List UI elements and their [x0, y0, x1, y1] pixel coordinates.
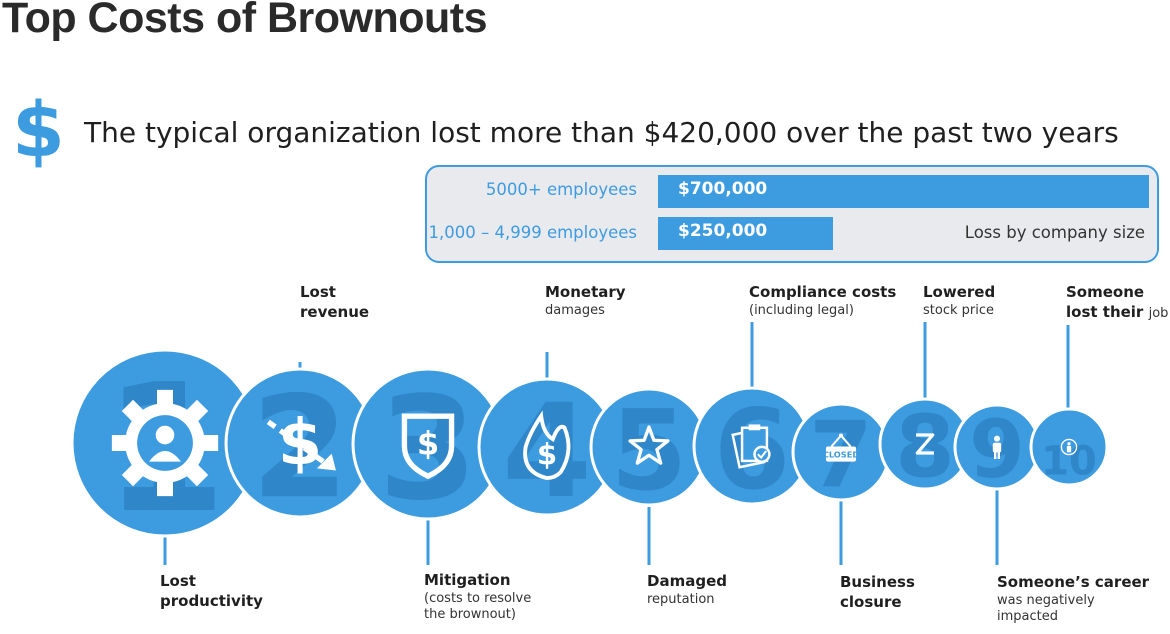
panel-note: Loss by company size: [964, 223, 1145, 242]
cost-label-9: Someone’s career was negatively impacted: [997, 573, 1149, 626]
cost-9-sub2: impacted: [997, 609, 1058, 625]
rank-number-3: 3: [378, 366, 477, 532]
cost-2-title: Lost: [300, 283, 336, 301]
cost-circle-10: 10: [1029, 407, 1109, 487]
cost-7-title: Business: [840, 573, 915, 591]
cost-circle-9: 9: [953, 403, 1041, 496]
cost-circle-3: 3$: [351, 366, 505, 532]
rank-number-4: 4: [502, 377, 592, 527]
cost-label-6: Compliance costs (including legal): [749, 283, 896, 319]
bar-label-5000: 5000+ employees: [485, 180, 637, 199]
cost-label-5: Damaged reputation: [647, 572, 727, 608]
person-circle-icon: [1060, 438, 1078, 456]
dollar-shield-icon: $: [401, 413, 455, 480]
cost-7-title2: closure: [840, 592, 902, 611]
cost-1-title: Lost: [160, 572, 196, 590]
cost-8-sub: stock price: [923, 302, 994, 318]
cost-circle-2: 2$: [224, 366, 376, 530]
cost-10-title2: lost their: [1066, 302, 1144, 321]
page-title: Top Costs of Brownouts: [2, 0, 488, 42]
cost-10-inline-sub: job: [1148, 305, 1169, 321]
cost-circle-5: 5: [589, 387, 709, 515]
cost-3-sub2: the brownout): [424, 607, 516, 623]
cost-2-title2: revenue: [300, 302, 370, 321]
gear-person-icon: [111, 389, 219, 497]
cost-9-title: Someone’s career: [997, 573, 1150, 591]
rank-number-5: 5: [611, 387, 688, 515]
cost-circle-4: 4$: [477, 377, 617, 527]
cost-8-title: Lowered: [923, 283, 996, 301]
cost-label-3: Mitigation (costs to resolve the brownou…: [424, 571, 531, 624]
bar-value-5000: $700,000: [678, 179, 768, 199]
rank-number-2: 2: [251, 366, 349, 530]
star-icon: [628, 425, 670, 465]
cost-3-sub: (costs to resolve: [424, 590, 532, 606]
cost-10-title: Someone: [1066, 283, 1145, 301]
bar-value-1000: $250,000: [678, 221, 768, 241]
cost-circle-6: 6: [692, 386, 812, 514]
cost-circle-7: 7CLOSED: [791, 402, 891, 509]
documents-check-icon: [731, 424, 771, 469]
cost-label-2: Lost revenue: [300, 283, 369, 322]
svg-text:$: $: [417, 425, 439, 463]
loss-by-size-panel: 5000+ employees $700,000 1,000 – 4,999 e…: [425, 165, 1159, 263]
cost-4-sub: damages: [545, 302, 605, 318]
svg-text:$: $: [537, 437, 557, 471]
cost-circle-1: 1: [70, 346, 260, 552]
bar-5000: $700,000: [658, 175, 1149, 208]
cost-label-8: Lowered stock price: [923, 283, 995, 319]
bar-1000: $250,000: [658, 217, 833, 250]
cost-1-title2: productivity: [160, 591, 263, 610]
person-icon: [992, 435, 1002, 459]
cost-4-title: Monetary: [545, 283, 626, 301]
headline-text: The typical organization lost more than …: [84, 116, 1119, 149]
stock-down-icon: [915, 433, 935, 455]
cost-label-1: Lost productivity: [160, 572, 263, 611]
rank-number-8: 8: [895, 398, 955, 497]
dollar-flame-icon: $: [523, 410, 571, 481]
cost-label-4: Monetary damages: [545, 283, 626, 319]
cost-5-sub: reputation: [647, 591, 715, 607]
dollar-icon: $: [12, 85, 65, 174]
closed-sign-icon: CLOSED: [823, 433, 859, 462]
cost-3-title: Mitigation: [424, 571, 511, 589]
dollar-down-icon: $: [266, 405, 336, 479]
cost-6-sub: (including legal): [749, 302, 854, 318]
cost-label-10: Someone lost their job: [1066, 283, 1168, 322]
closed-sign-text: CLOSED: [823, 449, 859, 459]
bar-label-1000: 1,000 – 4,999 employees: [428, 223, 638, 242]
cost-9-sub: was negatively: [997, 592, 1095, 608]
cost-6-title: Compliance costs: [749, 283, 897, 301]
cost-5-title: Damaged: [647, 572, 727, 590]
cost-circle-8: 8: [878, 397, 972, 497]
cost-label-7: Business closure: [840, 573, 915, 612]
